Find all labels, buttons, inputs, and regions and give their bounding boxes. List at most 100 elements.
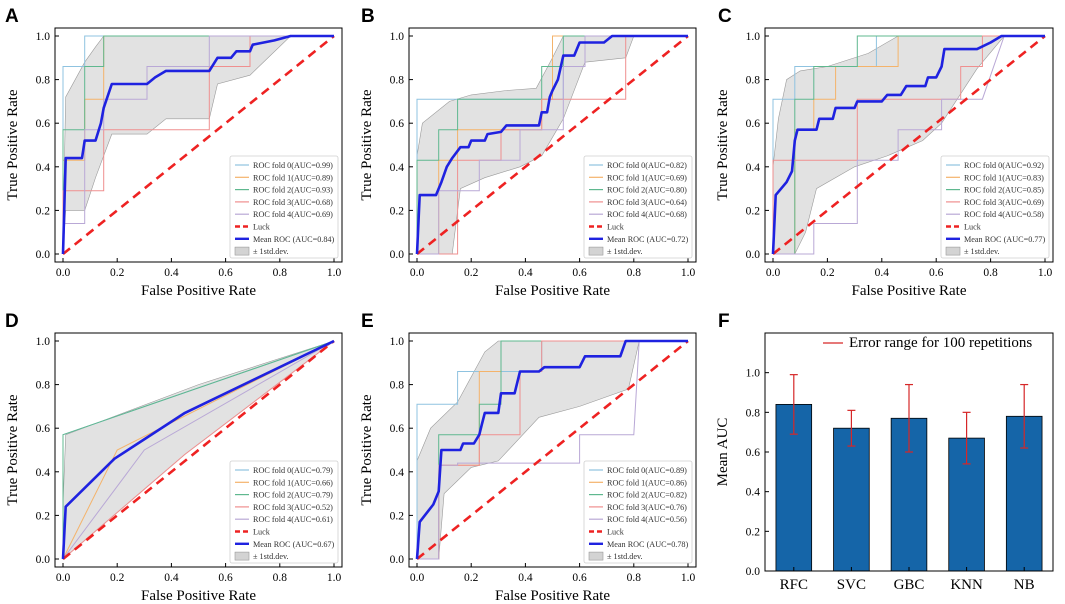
x-tick-label-a: 1.0 xyxy=(327,267,342,279)
luck-line-e xyxy=(416,339,689,561)
x-axis-title-a: False Positive Rate xyxy=(141,283,256,299)
mean-roc-line-d xyxy=(61,339,335,560)
legend-label-c: ROC fold 1(AUC=0.83) xyxy=(964,173,1044,182)
axes-frame-c xyxy=(764,27,1054,263)
x-tick-label-d: 1.0 xyxy=(327,572,342,584)
axes-frame-e xyxy=(408,332,697,568)
legend-label-b: Luck xyxy=(607,223,625,232)
x-category-label-rfc: RFC xyxy=(780,577,808,593)
x-tick-label-e: 0.8 xyxy=(627,572,642,584)
legend-label-e: ROC fold 3(AUC=0.76) xyxy=(607,503,687,512)
roc-plot-b: 0.0 0.0 0.2 0.2 0.4 0.4 0.6 0.6 0.8 0.8 1.0 1.0 Fals… xyxy=(359,27,697,299)
x-tick-label-a: 0.6 xyxy=(218,267,233,279)
legend-label-e: ROC fold 0(AUC=0.89) xyxy=(607,466,687,475)
roc-plot-c: 0.0 0.0 0.2 0.2 0.4 0.4 0.6 0.6 0.8 0.8 1.0 1.0 Fals… xyxy=(715,27,1054,299)
legend-label-e: ROC fold 4(AUC=0.56) xyxy=(607,515,687,524)
roc-plot-e: 0.0 0.0 0.2 0.2 0.4 0.4 0.6 0.6 0.8 0.8 1.0 1.0 Fals… xyxy=(359,332,697,604)
legend-label-d: ROC fold 0(AUC=0.79) xyxy=(253,466,333,475)
x-axis-title-b: False Positive Rate xyxy=(495,283,610,299)
y-tick-label-f: 0.8 xyxy=(746,407,761,419)
legend-label-a: Mean ROC (AUC=0.84) xyxy=(253,235,335,244)
legend-label-e: Mean ROC (AUC=0.78) xyxy=(607,540,689,549)
x-tick-label-c: 0.8 xyxy=(983,267,998,279)
legend-swatch-band-d xyxy=(234,551,250,561)
y-tick-label-b: 1.0 xyxy=(390,31,405,43)
x-tick-label-d: 0.6 xyxy=(218,572,233,584)
legend-label-b: ± 1std.dev. xyxy=(607,247,643,256)
x-category-label-knn: KNN xyxy=(950,577,983,593)
y-tick-label-c: 0.6 xyxy=(746,118,761,130)
legend-label-e: ± 1std.dev. xyxy=(607,552,643,561)
y-tick-label-a: 0.2 xyxy=(36,205,51,217)
roc-fold-2-line-c xyxy=(773,35,1045,255)
legend-label-b: ROC fold 1(AUC=0.69) xyxy=(607,173,687,182)
x-axis-title-e: False Positive Rate xyxy=(495,588,610,604)
legend-label-d: Mean ROC (AUC=0.67) xyxy=(253,540,335,549)
mean-roc-line-b xyxy=(415,34,688,255)
y-tick-label-e: 0.6 xyxy=(390,423,405,435)
y-tick-label-c: 0.4 xyxy=(746,162,761,174)
panel-letter-e: E xyxy=(361,311,374,332)
x-tick-label-b: 0.2 xyxy=(464,267,479,279)
y-tick-label-b: 0.6 xyxy=(390,118,405,130)
roc-fold-2-line-a xyxy=(62,35,334,254)
x-tick-label-a: 0.0 xyxy=(56,267,71,279)
roc-fold-3-line-d xyxy=(62,340,335,560)
legend-label-d: Luck xyxy=(253,528,271,537)
legend-label-c: Mean ROC (AUC=0.77) xyxy=(964,235,1046,244)
panel-a: A 0.0 0.0 0.2 0.2 0.4 0.4 0.6 0.6 0.8 0.8 1.0 1.0 Fa… xyxy=(5,6,343,299)
legend-label-b: ROC fold 0(AUC=0.82) xyxy=(607,161,687,170)
y-axis-title-a: True Positive Rate xyxy=(5,89,21,200)
panel-letter-a: A xyxy=(5,6,19,27)
legend-label-f: Error range for 100 repetitions xyxy=(849,335,1032,351)
bar-plot-f: RFC SVC GBC KNN NB 0.0 0.2 0.4 0.6 0.8 1.0 Mean AUC… xyxy=(715,332,1054,593)
legend-label-a: ROC fold 0(AUC=0.99) xyxy=(253,161,333,170)
roc-fold-3-line-a xyxy=(62,35,334,254)
x-tick-label-b: 0.8 xyxy=(627,267,642,279)
y-axis-title-d: True Positive Rate xyxy=(5,394,21,505)
x-category-label-gbc: GBC xyxy=(894,577,925,593)
y-tick-label-d: 0.2 xyxy=(36,510,51,522)
legend-box-e xyxy=(583,460,693,564)
roc-fold-4-line-d xyxy=(62,340,335,560)
roc-fold-4-line-c xyxy=(773,35,1045,255)
x-tick-label-b: 1.0 xyxy=(681,267,696,279)
legend-label-a: Luck xyxy=(253,223,271,232)
y-tick-label-c: 0.8 xyxy=(746,75,761,87)
legend-label-e: ROC fold 2(AUC=0.82) xyxy=(607,491,687,500)
legend-label-b: ROC fold 3(AUC=0.64) xyxy=(607,198,687,207)
std-band-a xyxy=(62,35,334,255)
y-tick-label-c: 0.0 xyxy=(746,249,761,261)
x-tick-label-d: 0.8 xyxy=(273,572,288,584)
legend-box-c xyxy=(940,155,1050,259)
legend-swatch-band-b xyxy=(588,246,604,256)
luck-line-d xyxy=(62,339,335,561)
std-band-c xyxy=(772,35,1045,255)
roc-fold-4-line-b xyxy=(417,35,688,255)
luck-line-c xyxy=(772,34,1046,256)
y-tick-label-d: 1.0 xyxy=(36,336,51,348)
std-band-e xyxy=(416,340,688,560)
y-tick-label-d: 0.6 xyxy=(36,423,51,435)
legend-label-c: ROC fold 0(AUC=0.92) xyxy=(964,161,1044,170)
y-tick-label-b: 0.4 xyxy=(390,162,405,174)
legend-label-d: ROC fold 2(AUC=0.79) xyxy=(253,491,333,500)
y-tick-label-a: 0.0 xyxy=(36,249,51,261)
legend-label-c: ROC fold 4(AUC=0.58) xyxy=(964,210,1044,219)
panel-d: D 0.0 0.0 0.2 0.2 0.4 0.4 0.6 0.6 0.8 0.8 1.0 1.0 Fa… xyxy=(5,311,343,604)
bar-svc xyxy=(833,427,870,572)
roc-plot-d: 0.0 0.0 0.2 0.2 0.4 0.4 0.6 0.6 0.8 0.8 1.0 1.0 Fals… xyxy=(5,332,343,604)
x-tick-label-c: 1.0 xyxy=(1038,267,1053,279)
mean-roc-line-a xyxy=(61,34,334,255)
legend-label-b: ROC fold 2(AUC=0.80) xyxy=(607,186,687,195)
y-axis-title-c: True Positive Rate xyxy=(715,89,731,200)
y-tick-label-d: 0.4 xyxy=(36,467,51,479)
legend-label-c: Luck xyxy=(964,223,982,232)
x-tick-label-c: 0.4 xyxy=(875,267,890,279)
legend-label-c: ROC fold 3(AUC=0.69) xyxy=(964,198,1044,207)
panel-letter-d: D xyxy=(5,311,19,332)
y-tick-label-a: 0.8 xyxy=(36,75,51,87)
y-tick-label-a: 0.6 xyxy=(36,118,51,130)
y-axis-title-f: Mean AUC xyxy=(715,418,731,487)
